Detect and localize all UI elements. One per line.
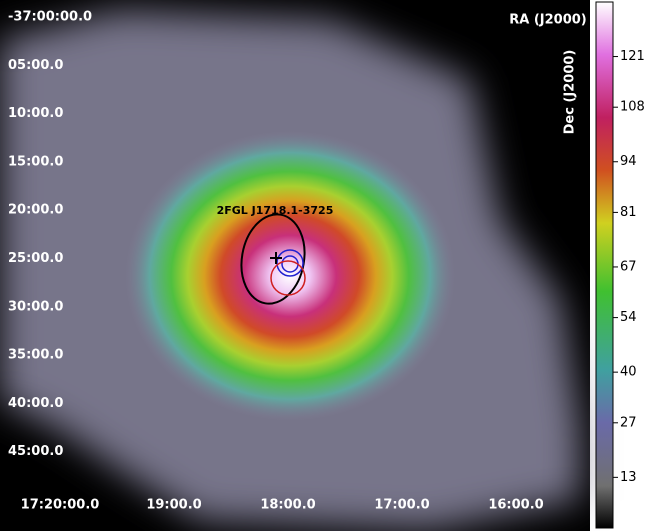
colorbar-tick-label: 94	[620, 154, 637, 169]
y-tick-label: 15:00.0	[8, 154, 63, 169]
y-tick-label: 20:00.0	[8, 203, 63, 218]
y-tick-label: 05:00.0	[8, 58, 63, 73]
x-tick-label: 17:00.0	[374, 498, 429, 513]
y-tick-label: 10:00.0	[8, 106, 63, 121]
colorbar-tick-label: 108	[620, 100, 645, 115]
colorbar-tick-label: 81	[620, 205, 637, 220]
y-tick-label: 35:00.0	[8, 348, 63, 363]
colorbar-tick-label: 67	[620, 259, 637, 274]
y-axis-label: Dec (J2000)	[563, 50, 578, 135]
colorbar-tick-label: 40	[620, 365, 637, 380]
y-tick-label: 30:00.0	[8, 299, 63, 314]
y-tick-label: -37:00:00.0	[8, 10, 92, 25]
colorbar-tick-label: 27	[620, 415, 637, 430]
colorbar-tick-label: 13	[620, 470, 637, 485]
y-tick-label: 45:00.0	[8, 444, 63, 459]
x-tick-label: 17:20:00.0	[21, 498, 100, 513]
colorbar-tick-label: 54	[620, 310, 637, 325]
x-tick-label: 16:00.0	[488, 498, 543, 513]
x-tick-label: 18:00.0	[260, 498, 315, 513]
y-tick-label: 25:00.0	[8, 251, 63, 266]
source-label: 2FGL J1718.1-3725	[217, 204, 334, 217]
colorbar-tick-label: 121	[620, 49, 645, 64]
y-tick-label: 40:00.0	[8, 396, 63, 411]
colorbar	[596, 2, 613, 528]
x-tick-label: 19:00.0	[146, 498, 201, 513]
x-axis-label: RA (J2000)	[509, 13, 587, 28]
sky-map: 2FGL J1718.1-3725 RA (J2000) Dec (J2000)…	[0, 0, 645, 531]
